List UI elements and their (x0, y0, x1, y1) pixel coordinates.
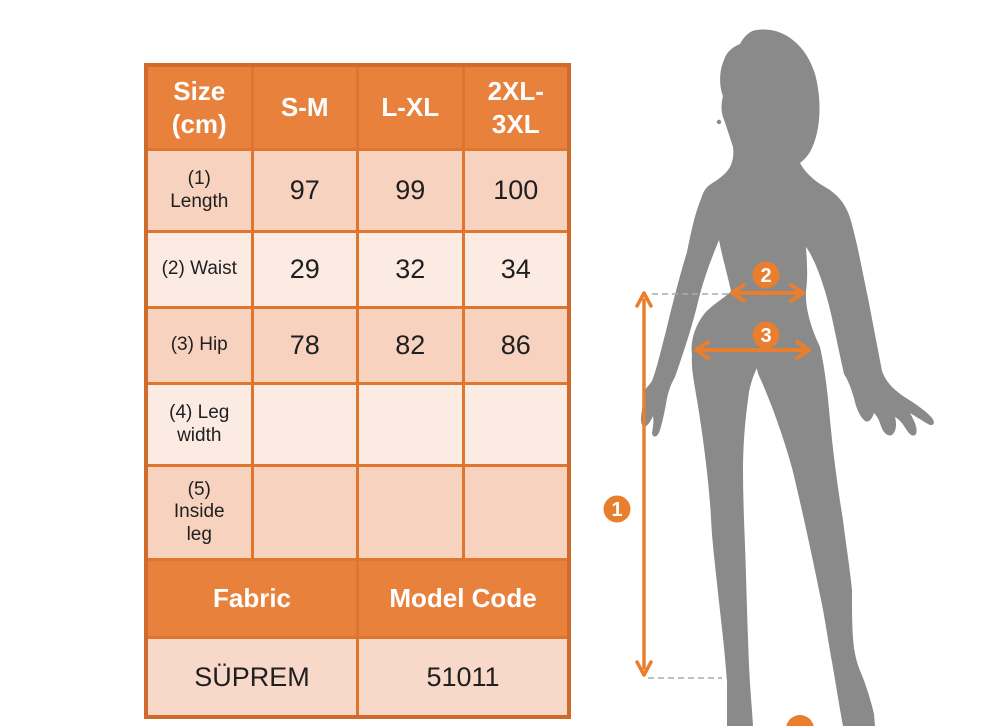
column-header-2xl-3xl: 2XL- 3XL (464, 67, 567, 148)
waist-marker-badge: 2 (752, 261, 780, 289)
cell-leg-width-2xl-3xl (464, 385, 567, 464)
waist-arrow (730, 283, 805, 303)
fabric-value-cell: SÜPREM (148, 639, 356, 715)
row-label-length: (1) Length (148, 151, 251, 230)
cell-waist-l-xl: 32 (359, 233, 462, 306)
cell-inside-leg-l-xl (359, 467, 462, 558)
cell-leg-width-l-xl (359, 385, 462, 464)
cell-length-l-xl: 99 (359, 151, 462, 230)
hip-marker-badge: 3 (752, 321, 780, 349)
length-marker-number: 1 (611, 499, 622, 521)
cell-hip-s-m: 78 (253, 309, 356, 382)
length-marker-badge: 1 (603, 495, 631, 523)
size-table: Size (cm) S-M L-XL 2XL- 3XL (1) Length 9… (144, 63, 571, 719)
clipped-marker-circle (786, 715, 814, 726)
measurement-figure: 1 2 3 (603, 29, 934, 726)
woman-silhouette (641, 29, 934, 726)
cell-length-s-m: 97 (253, 151, 356, 230)
size-unit-header-cell: Size (cm) (148, 67, 251, 148)
cell-waist-s-m: 29 (253, 233, 356, 306)
column-header-s-m: S-M (253, 67, 356, 148)
cell-leg-width-s-m (253, 385, 356, 464)
model-code-header-cell: Model Code (359, 561, 567, 636)
cell-hip-l-xl: 82 (359, 309, 462, 382)
row-label-waist: (2) Waist (148, 233, 251, 306)
column-header-l-xl: L-XL (359, 67, 462, 148)
cell-length-2xl-3xl: 100 (464, 151, 567, 230)
cell-hip-2xl-3xl: 86 (464, 309, 567, 382)
hip-marker-number: 3 (760, 325, 771, 347)
cell-inside-leg-2xl-3xl (464, 467, 567, 558)
length-arrow (635, 291, 653, 677)
hair-strand-dot (716, 119, 722, 125)
cell-inside-leg-s-m (253, 467, 356, 558)
row-label-hip: (3) Hip (148, 309, 251, 382)
row-label-leg-width: (4) Leg width (148, 385, 251, 464)
fabric-header-cell: Fabric (148, 561, 356, 636)
row-label-inside-leg: (5) Inside leg (148, 467, 251, 558)
hip-arrow (694, 340, 811, 360)
waist-marker-number: 2 (760, 265, 771, 287)
model-code-value-cell: 51011 (359, 639, 567, 715)
cell-waist-2xl-3xl: 34 (464, 233, 567, 306)
